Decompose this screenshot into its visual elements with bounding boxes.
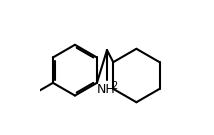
Text: 2: 2 xyxy=(111,81,117,91)
Text: NH: NH xyxy=(96,83,115,96)
